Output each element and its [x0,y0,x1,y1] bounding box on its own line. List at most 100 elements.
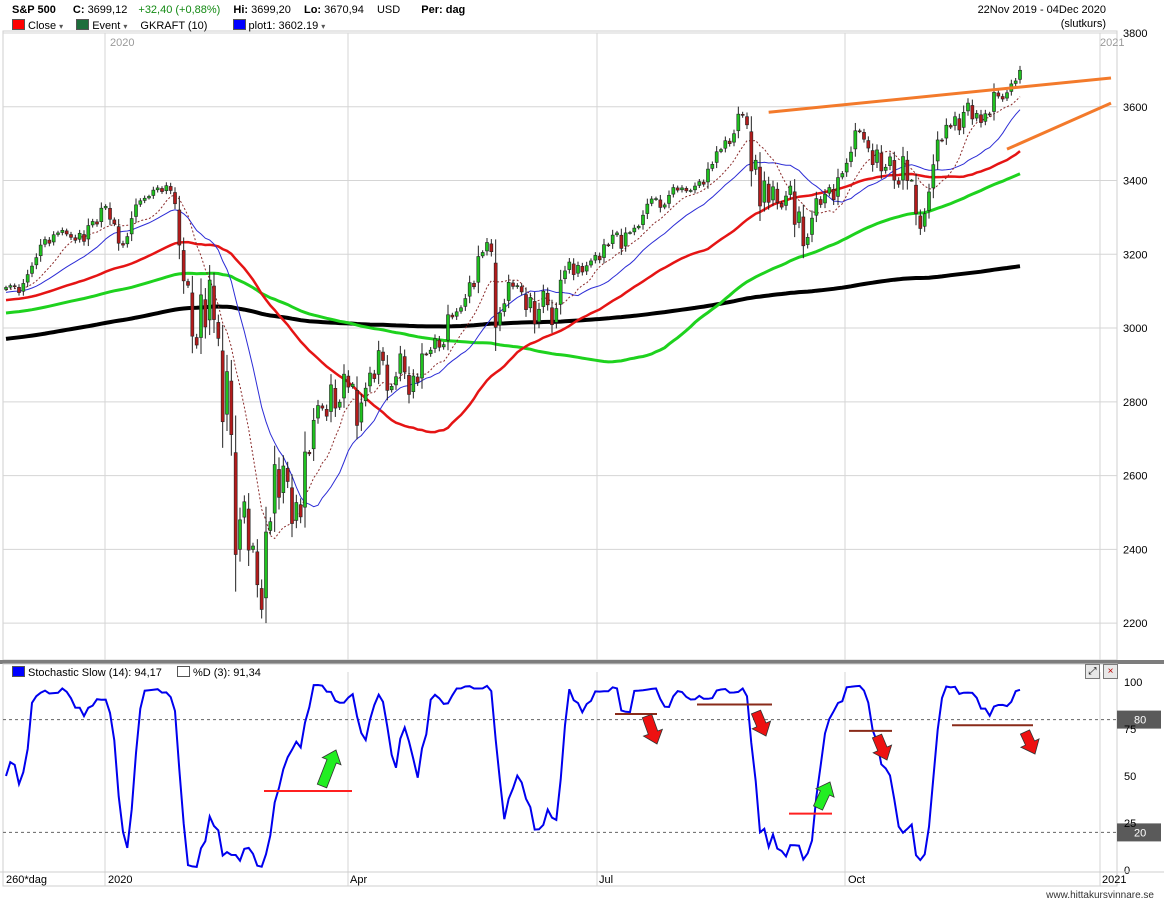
ma20-line [5,109,1021,508]
candle-up [602,244,606,258]
candle-down [203,299,208,328]
candle-up [922,213,927,227]
legend-plot1-label: plot1: 3602.19 [248,20,319,32]
candle-up [693,185,697,191]
year-label: 2021 [1100,37,1124,49]
candle-up [883,166,888,171]
candle-up [459,307,463,312]
currency: USD [376,4,401,16]
candle-down [277,469,281,498]
candle-up [242,501,247,518]
candle-down [415,376,420,383]
legend-close-label: Close [28,20,57,32]
y-tick-label: 3600 [1123,102,1147,114]
chevron-down-icon[interactable]: ▾ [59,22,64,31]
candle-up [641,214,645,225]
candle-up [836,177,840,197]
candle-down [987,113,992,116]
candle-down [1000,96,1005,100]
candle-up [810,217,814,235]
candle-down [112,219,117,224]
candle-up [961,111,966,128]
candle-up [420,353,424,379]
candle-up [931,164,936,189]
stoch-legend-item[interactable]: Stochastic Slow (14): 94,17 [12,666,162,679]
stoch-level-label: 20 [1134,827,1146,839]
candle-down [905,159,910,181]
stoch-title: Stochastic Slow (14): 94,17 [28,667,162,679]
candle-down [181,250,186,282]
candle-down [220,350,225,423]
candle-up [927,191,931,211]
candle-down [818,199,823,205]
down-arrow-icon [1019,729,1040,755]
candle-down [324,409,329,417]
candle-down [64,230,69,235]
close-icon[interactable]: × [1103,664,1118,679]
high-value: 3699,20 [251,4,291,16]
candle-down [701,181,706,185]
candle-up [784,195,788,206]
candle-up [134,204,138,217]
candle-up [199,294,203,338]
trendline-support [1006,101,1112,151]
x-tick-label: Apr [350,874,367,886]
candle-up [901,156,905,181]
chevron-down-icon[interactable]: ▾ [321,22,326,31]
candle-up [1005,92,1009,99]
candle-up [974,113,979,119]
candle-up [1013,80,1018,84]
candle-up [732,133,736,143]
chevron-down-icon[interactable]: ▾ [123,22,128,31]
candle-up [99,207,104,222]
trendline-resistance [768,76,1112,114]
legend-close[interactable]: Close ▾ [12,19,64,32]
candle-down [246,508,251,551]
candle-down [511,282,515,287]
candle-down [186,281,190,286]
stoch-d-item[interactable]: %D (3): 91,34 [176,666,261,679]
candle-up [849,151,853,162]
candle-down [524,294,528,310]
candle-up [30,265,34,274]
candle-down [866,140,871,149]
candle-up [433,338,437,349]
candle-up [805,237,810,245]
candle-up [589,260,593,266]
candle-up [680,187,684,191]
legend-gkraft-label: GKRAFT (10) [140,20,208,32]
candle-up [337,401,342,408]
y-tick-label: 3400 [1123,176,1147,188]
candle-down [550,307,554,326]
candle-down [450,314,455,318]
stoch-legend: Stochastic Slow (14): 94,17 %D (3): 91,3… [12,666,261,679]
candle-up [359,402,364,423]
candle-up [389,386,394,391]
legend-plot1[interactable]: plot1: 3602.19 ▾ [232,19,326,32]
candle-up [844,162,849,173]
candle-up [25,274,30,283]
candle-down [190,292,195,337]
candle-down [862,132,866,140]
candle-down [740,114,745,116]
candle-down [896,180,901,185]
candle-down [385,364,390,391]
candle-down [957,118,962,131]
candle-down [73,237,78,241]
candle-down [684,188,689,192]
candle-down [914,184,918,215]
candle-down [372,373,377,379]
legend-event[interactable]: Event ▾ [76,19,128,32]
candle-up [34,257,39,266]
candle-down [168,186,173,191]
candle-up [528,297,533,309]
candle-up [944,124,949,139]
candle-up [736,113,741,132]
candle-up [537,308,541,323]
zoom-icon[interactable]: ⤢ [1085,664,1100,679]
candle-up [272,464,277,514]
candle-down [233,452,238,555]
candle-up [697,181,702,186]
candle-down [532,301,537,325]
candle-up [814,198,819,216]
